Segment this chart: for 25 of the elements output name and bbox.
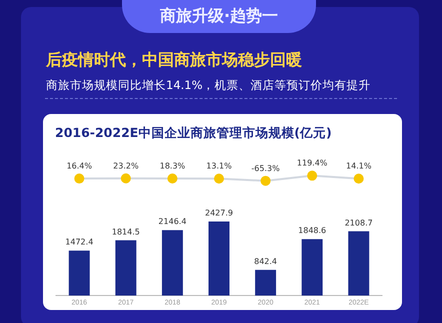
text: 商旅升级·趋势一 xyxy=(122,0,316,33)
data-label: 13.1% xyxy=(206,162,232,171)
data-label: 119.4% xyxy=(296,158,328,168)
bar xyxy=(208,221,230,296)
bar xyxy=(115,240,136,296)
text: 后疫情时代，中国商旅市场稳步回暖 xyxy=(46,50,302,71)
data-label: 1472.4 xyxy=(65,238,94,247)
data-label: 16.4% xyxy=(66,162,92,171)
data-label: 18.3% xyxy=(160,162,186,171)
bar xyxy=(68,250,90,296)
data-label: 1848.6 xyxy=(298,226,326,236)
data-label: 14.1% xyxy=(346,162,372,171)
data-label: 842.4 xyxy=(254,256,278,266)
data-label: 1814.5 xyxy=(112,227,140,236)
bar xyxy=(302,239,323,296)
data-label: -65.3% xyxy=(251,164,280,173)
bar xyxy=(162,230,183,296)
bar xyxy=(348,231,370,296)
data-label: 2108.7 xyxy=(344,218,373,228)
data-label: 23.2% xyxy=(113,161,139,170)
data-label: 2427.9 xyxy=(205,208,233,218)
bar xyxy=(255,270,276,296)
data-label: 2146.4 xyxy=(158,217,186,226)
chart-title: 2016-2022E中国企业商旅管理市场规模(亿元) xyxy=(55,125,332,142)
text: 商旅市场规模同比增长14.1%，机票、酒店等预订价均有提升 xyxy=(46,78,371,93)
